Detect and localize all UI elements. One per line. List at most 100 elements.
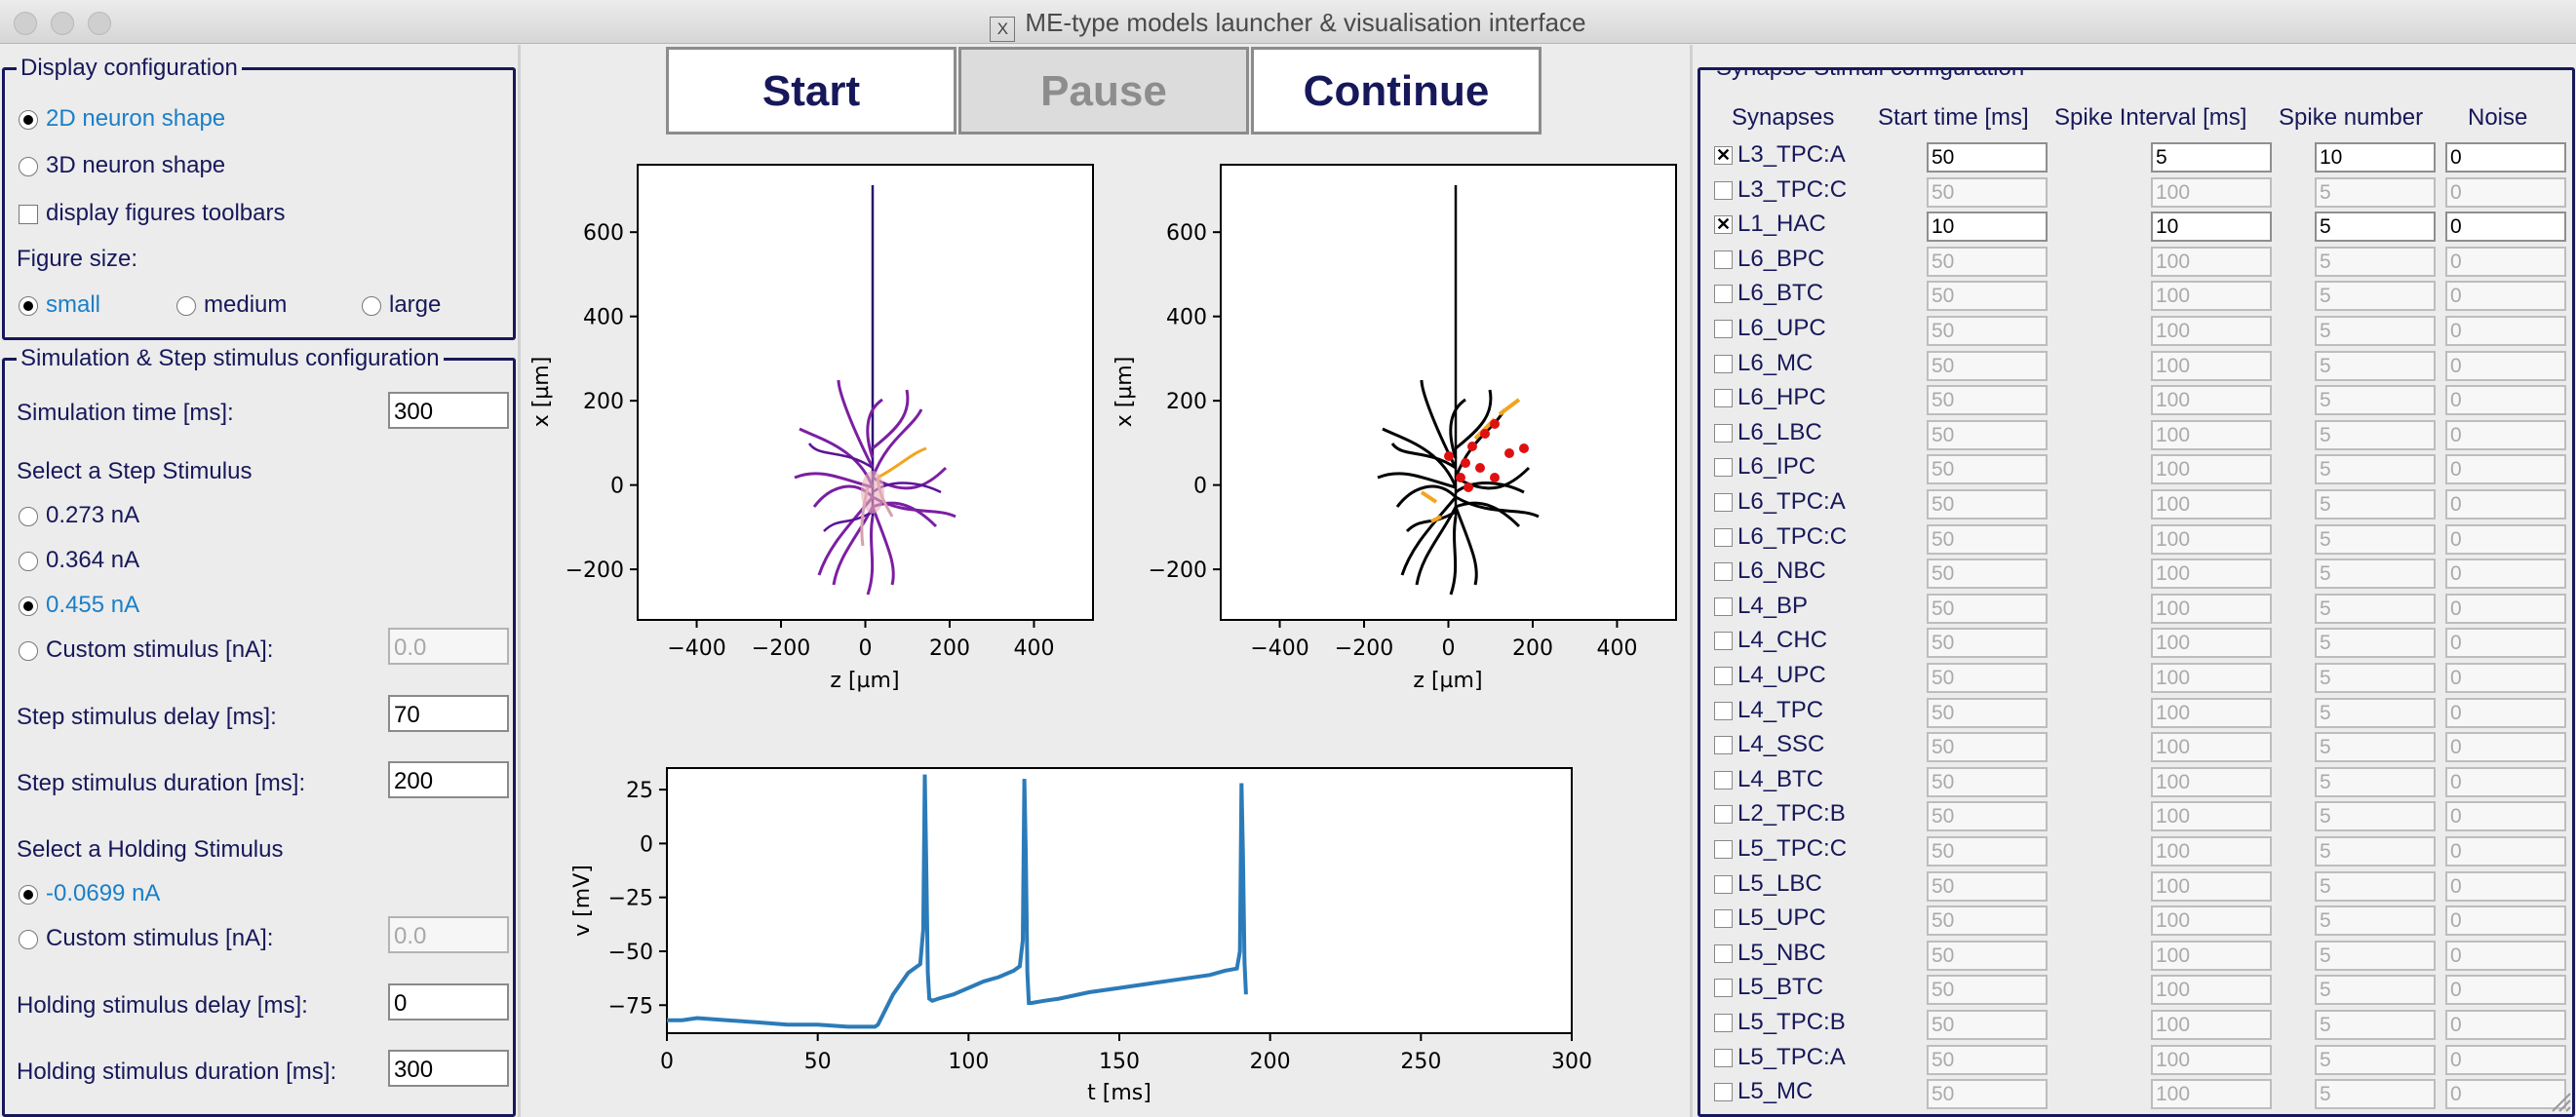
synapse-interval-input[interactable]: 100	[2151, 766, 2272, 797]
step-0364-label[interactable]: 0.364 nA	[46, 547, 140, 573]
synapse-start-input[interactable]: 50	[1927, 801, 2048, 832]
synapse-noise-input[interactable]: 0	[2445, 593, 2566, 624]
synapse-interval-input[interactable]: 100	[2151, 385, 2272, 416]
synapse-checkbox[interactable]	[1714, 597, 1733, 616]
synapse-noise-input[interactable]: 0	[2445, 489, 2566, 520]
step-duration-input[interactable]: 200	[388, 761, 509, 798]
synapse-number-input[interactable]: 5	[2315, 176, 2436, 208]
synapse-checkbox[interactable]	[1714, 143, 1733, 167]
synapse-interval-input[interactable]: 100	[2151, 801, 2272, 832]
synapse-checkbox[interactable]	[1714, 1014, 1733, 1032]
synapse-number-input[interactable]: 5	[2315, 1044, 2436, 1075]
size-large-radio[interactable]	[362, 296, 381, 316]
synapse-noise-input[interactable]: 0	[2445, 870, 2566, 902]
synapse-checkbox[interactable]	[1714, 667, 1733, 685]
synapse-noise-input[interactable]: 0	[2445, 905, 2566, 937]
size-large-label[interactable]: large	[389, 291, 442, 318]
shape-2d-label[interactable]: 2D neuron shape	[46, 105, 226, 132]
synapse-interval-input[interactable]: 100	[2151, 1044, 2272, 1075]
synapse-number-input[interactable]: 5	[2315, 558, 2436, 590]
synapse-noise-input[interactable]: 0	[2445, 1010, 2566, 1040]
zoom-window-button[interactable]	[88, 12, 111, 35]
synapse-checkbox[interactable]	[1714, 632, 1733, 651]
synapse-interval-input[interactable]: 100	[2151, 1079, 2272, 1110]
minimize-window-button[interactable]	[51, 12, 74, 35]
synapse-start-input[interactable]: 50	[1927, 697, 2048, 728]
holding-custom-input[interactable]: 0.0	[388, 916, 509, 953]
step-custom-label[interactable]: Custom stimulus [nA]:	[46, 636, 274, 663]
synapse-interval-input[interactable]: 100	[2151, 975, 2272, 1006]
synapse-start-input[interactable]: 10	[1927, 212, 2048, 243]
synapse-start-input[interactable]: 50	[1927, 489, 2048, 520]
synapse-start-input[interactable]: 50	[1927, 836, 2048, 867]
synapse-noise-input[interactable]: 0	[2445, 350, 2566, 381]
synapse-interval-input[interactable]: 100	[2151, 905, 2272, 937]
step-delay-input[interactable]: 70	[388, 695, 509, 732]
synapse-noise-input[interactable]: 0	[2445, 1044, 2566, 1075]
size-small-radio[interactable]	[19, 296, 38, 316]
synapse-number-input[interactable]: 10	[2315, 142, 2436, 173]
holding-delay-input[interactable]: 0	[388, 983, 509, 1021]
synapse-number-input[interactable]: 5	[2315, 523, 2436, 555]
shape-3d-label[interactable]: 3D neuron shape	[46, 152, 226, 178]
synapse-start-input[interactable]: 50	[1927, 905, 2048, 937]
synapse-start-input[interactable]: 50	[1927, 419, 2048, 450]
synapse-noise-input[interactable]: 0	[2445, 766, 2566, 797]
synapse-noise-input[interactable]: 0	[2445, 801, 2566, 832]
synapse-checkbox[interactable]	[1714, 389, 1733, 408]
synapse-interval-input[interactable]: 100	[2151, 732, 2272, 763]
synapse-number-input[interactable]: 5	[2315, 940, 2436, 971]
synapse-noise-input[interactable]: 0	[2445, 142, 2566, 173]
synapse-noise-input[interactable]: 0	[2445, 697, 2566, 728]
synapse-interval-input[interactable]: 100	[2151, 628, 2272, 659]
synapse-interval-input[interactable]: 100	[2151, 246, 2272, 277]
synapse-start-input[interactable]: 50	[1927, 766, 2048, 797]
synapse-interval-input[interactable]: 100	[2151, 454, 2272, 485]
synapse-noise-input[interactable]: 0	[2445, 523, 2566, 555]
size-medium-radio[interactable]	[176, 296, 196, 316]
synapse-interval-input[interactable]: 100	[2151, 870, 2272, 902]
synapse-interval-input[interactable]: 100	[2151, 1010, 2272, 1040]
synapse-start-input[interactable]: 50	[1927, 940, 2048, 971]
synapse-start-input[interactable]: 50	[1927, 870, 2048, 902]
synapse-noise-input[interactable]: 0	[2445, 836, 2566, 867]
synapse-checkbox[interactable]	[1714, 250, 1733, 269]
size-small-label[interactable]: small	[46, 291, 101, 318]
synapse-number-input[interactable]: 5	[2315, 489, 2436, 520]
synapse-number-input[interactable]: 5	[2315, 801, 2436, 832]
shape-3d-radio[interactable]	[19, 157, 38, 176]
synapse-start-input[interactable]: 50	[1927, 1079, 2048, 1110]
synapse-number-input[interactable]: 5	[2315, 870, 2436, 902]
synapse-start-input[interactable]: 50	[1927, 593, 2048, 624]
synapse-noise-input[interactable]: 0	[2445, 212, 2566, 243]
pause-button[interactable]: Pause	[958, 47, 1249, 135]
synapse-interval-input[interactable]: 100	[2151, 350, 2272, 381]
synapse-number-input[interactable]: 5	[2315, 350, 2436, 381]
synapse-interval-input[interactable]: 100	[2151, 281, 2272, 312]
synapse-checkbox[interactable]	[1714, 840, 1733, 859]
synapse-checkbox[interactable]	[1714, 874, 1733, 894]
synapse-checkbox[interactable]	[1714, 320, 1733, 338]
synapse-start-input[interactable]: 50	[1927, 142, 2048, 173]
synapse-number-input[interactable]: 5	[2315, 663, 2436, 693]
step-0273-radio[interactable]	[19, 507, 38, 526]
synapse-interval-input[interactable]: 10	[2151, 212, 2272, 243]
synapse-number-input[interactable]: 5	[2315, 212, 2436, 243]
resize-grip-icon[interactable]	[2549, 1090, 2572, 1113]
synapse-checkbox[interactable]	[1714, 701, 1733, 720]
synapse-noise-input[interactable]: 0	[2445, 1079, 2566, 1110]
synapse-number-input[interactable]: 5	[2315, 732, 2436, 763]
synapse-checkbox[interactable]	[1714, 1048, 1733, 1067]
synapse-checkbox[interactable]	[1714, 180, 1733, 200]
synapse-number-input[interactable]: 5	[2315, 246, 2436, 277]
synapse-number-input[interactable]: 5	[2315, 836, 2436, 867]
synapse-start-input[interactable]: 50	[1927, 316, 2048, 346]
synapse-checkbox[interactable]	[1714, 909, 1733, 929]
synapse-noise-input[interactable]: 0	[2445, 246, 2566, 277]
synapse-checkbox[interactable]	[1714, 212, 1733, 236]
toolbars-label[interactable]: display figures toolbars	[46, 200, 286, 226]
synapse-start-input[interactable]: 50	[1927, 523, 2048, 555]
synapse-noise-input[interactable]: 0	[2445, 558, 2566, 590]
synapse-noise-input[interactable]: 0	[2445, 975, 2566, 1006]
synapse-start-input[interactable]: 50	[1927, 732, 2048, 763]
